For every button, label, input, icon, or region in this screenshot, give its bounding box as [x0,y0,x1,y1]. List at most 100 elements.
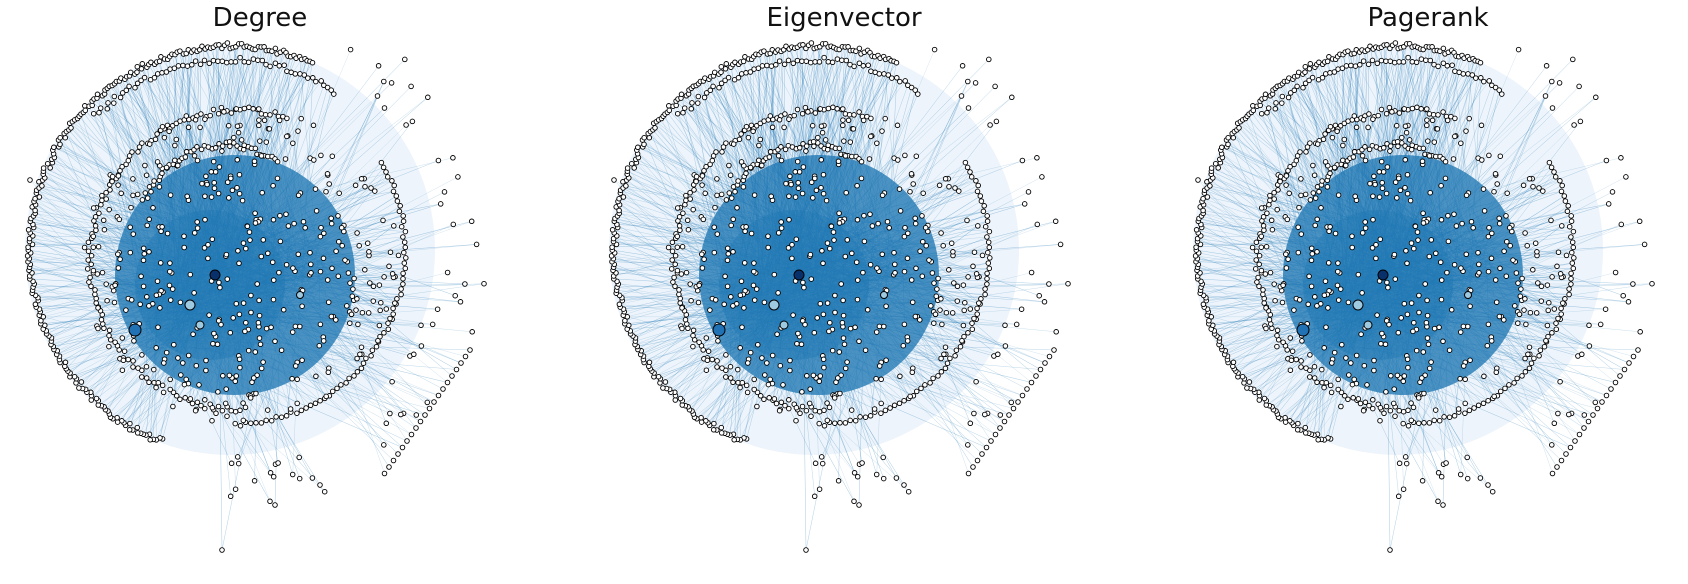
graph-node [236,260,242,267]
graph-node [1530,183,1536,190]
graph-node [1322,159,1329,165]
graph-node [369,347,376,353]
graph-node [948,240,955,246]
graph-node [391,223,397,229]
graph-node [835,478,842,484]
graph-node [917,317,923,323]
graph-node [139,140,145,146]
graph-node [974,457,981,464]
graph-node [971,315,977,322]
graph-node [730,141,737,147]
graph-node [370,283,377,290]
graph-node [115,173,122,179]
graph-node [891,402,898,409]
graph-node [81,244,88,251]
graph-node [710,83,716,90]
graph-node [1340,142,1346,149]
graph-node [1028,269,1035,276]
graph-node [679,325,685,332]
graph-node [194,157,201,164]
graph-node [1386,104,1393,111]
graph-node [782,146,789,153]
graph-node [437,201,444,207]
graph-node [1455,406,1462,412]
graph-node [1424,297,1430,304]
graph-node [761,396,767,403]
graph-node [153,384,159,391]
graph-node [895,157,901,163]
graph-node [1019,157,1026,164]
graph-node [159,70,165,76]
graph-node [292,323,299,330]
hub-node [1464,291,1472,299]
graph-node [1256,397,1263,403]
graph-node [786,116,792,122]
graph-node [741,305,747,311]
graph-node [1258,244,1265,250]
graph-node [611,177,617,183]
graph-node [1416,292,1422,299]
graph-node [255,57,261,63]
graph-node [224,40,231,46]
graph-node [1302,69,1308,75]
graph-node [942,365,949,372]
graph-node [896,400,903,407]
graph-node [889,75,895,81]
graph-node [1009,94,1015,101]
graph-node [931,280,937,286]
graph-node [1555,249,1562,255]
graph-node [1501,248,1507,254]
graph-node [1585,418,1592,425]
graph-node [939,321,945,328]
graph-node [660,385,666,391]
graph-node [1404,356,1411,363]
graph-node [897,78,903,85]
graph-node [1236,125,1242,131]
graph-node [1327,224,1333,230]
graph-node [1444,269,1450,276]
graph-node [795,185,802,191]
graph-node [146,379,152,386]
graph-node [1571,255,1577,261]
graph-node [167,268,173,275]
graph-node [922,224,929,231]
graph-node [1274,327,1281,334]
graph-node [1552,174,1559,180]
graph-node [1563,252,1570,259]
graph-node [1445,212,1451,219]
graph-node [93,300,99,306]
graph-node [1403,129,1410,136]
graph-node [852,324,858,331]
graph-node [1204,194,1211,200]
graph-node [818,184,824,191]
graph-node [103,189,109,196]
graph-node [1549,78,1555,85]
graph-node [1364,382,1370,388]
graph-node [1404,171,1411,178]
graph-node [194,399,201,406]
graph-node [917,248,923,254]
graph-node [469,329,475,335]
graph-node [399,444,406,451]
graph-node [1488,255,1495,262]
graph-node [101,226,108,233]
graph-node [154,159,161,165]
graph-node [227,329,234,336]
graph-node [684,217,691,224]
graph-node [90,205,97,211]
graph-node [727,375,734,381]
graph-node [398,286,404,292]
graph-node [690,343,696,350]
graph-node [1590,412,1596,418]
graph-node [935,373,941,379]
graph-node [268,324,274,331]
graph-node [243,319,249,326]
graph-node [411,351,417,358]
graph-node [104,106,111,112]
graph-node [346,375,352,382]
graph-node [1542,93,1549,99]
graph-node [986,56,992,63]
graph-node [1492,171,1499,177]
graph-node [1630,281,1636,287]
graph-node [1420,210,1426,216]
